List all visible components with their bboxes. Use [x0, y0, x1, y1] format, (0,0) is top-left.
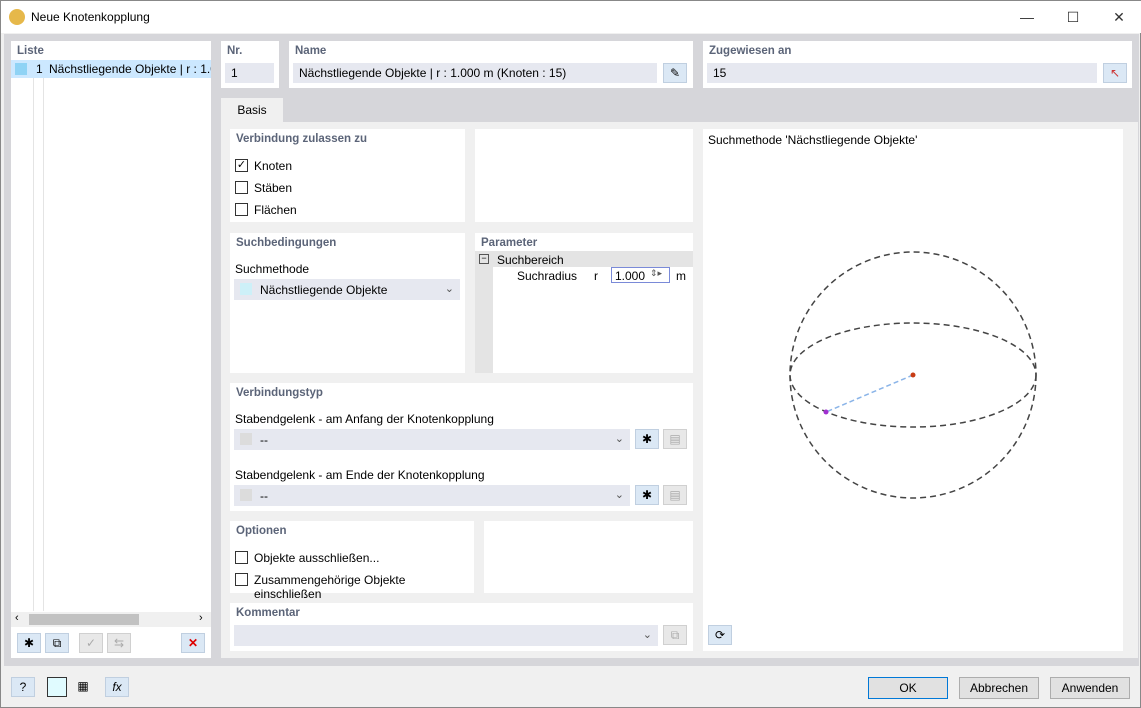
- checkbox-include-related[interactable]: [235, 573, 248, 586]
- assigned-field[interactable]: 15: [707, 63, 1097, 83]
- label-knoten: Knoten: [254, 159, 293, 173]
- list-title: Liste: [17, 45, 44, 57]
- view-options-icon[interactable]: ⟳: [708, 625, 732, 645]
- options-panel: Optionen Objekte ausschließen... Zusamme…: [230, 521, 474, 601]
- list-item-nr: 1: [36, 62, 43, 76]
- ok-button[interactable]: OK: [868, 677, 948, 699]
- nearest-point: [823, 409, 829, 415]
- assigned-label: Zugewiesen an: [709, 45, 792, 57]
- parameter-panel: Parameter − Suchbereich Suchradius r 1.0…: [475, 233, 693, 373]
- window-title: Neue Knotenkopplung: [31, 10, 150, 24]
- label-flaechen: Flächen: [254, 203, 297, 217]
- center-point: [910, 372, 916, 378]
- search-panel: Suchbedingungen Suchmethode Nächstliegen…: [230, 233, 465, 373]
- end-hinge-value: --: [260, 489, 268, 503]
- chevron-down-icon: ⌄: [444, 283, 454, 295]
- sphere-diagram: [789, 251, 1037, 499]
- comment-title: Kommentar: [236, 607, 300, 619]
- uncheck-icon[interactable]: ⇆: [107, 633, 131, 653]
- edit-name-icon[interactable]: ✎: [663, 63, 687, 83]
- nr-label: Nr.: [227, 45, 243, 57]
- display-icon[interactable]: ▦: [77, 679, 89, 693]
- search-method-dropdown[interactable]: Nächstliegende Objekte ⌄: [234, 279, 460, 300]
- radius-value: 1.000: [615, 269, 646, 283]
- chevron-down-icon: ⌄: [614, 489, 624, 501]
- cancel-button[interactable]: Abbrechen: [959, 677, 1039, 699]
- connection-panel: Verbindung zulassen zu ✓ Knoten Stäben F…: [230, 129, 465, 222]
- connection-title: Verbindung zulassen zu: [236, 133, 367, 145]
- close-button[interactable]: ✕: [1113, 9, 1125, 25]
- new-item-icon[interactable]: ✱: [17, 633, 41, 653]
- list-item-label: Nächstliegende Objekte | r : 1.0: [49, 62, 211, 76]
- assigned-panel: Zugewiesen an 15 ↖: [703, 41, 1132, 88]
- maximize-button[interactable]: ☐: [1066, 9, 1080, 25]
- search-title: Suchbedingungen: [236, 237, 337, 249]
- edit-hinge-icon[interactable]: ▤: [663, 485, 687, 505]
- param-unit: m: [676, 269, 686, 283]
- param-symbol: r: [594, 269, 598, 283]
- nr-field[interactable]: 1: [225, 63, 274, 83]
- copy-item-icon[interactable]: ⧉: [45, 633, 69, 653]
- help-icon[interactable]: ?: [11, 677, 35, 697]
- checkbox-flaechen[interactable]: [235, 203, 248, 216]
- delete-icon[interactable]: ✕: [181, 633, 205, 653]
- spinner-icon[interactable]: ⇕▸: [650, 268, 663, 278]
- formula-icon[interactable]: fx: [105, 677, 129, 697]
- start-hinge-label: Stabendgelenk - am Anfang der Knotenkopp…: [235, 412, 494, 426]
- label-staeben: Stäben: [254, 181, 293, 195]
- preview-panel: Suchmethode 'Nächstliegende Objekte' ⟳: [703, 129, 1123, 651]
- options-title: Optionen: [236, 525, 287, 537]
- param-group: Suchbereich: [497, 253, 564, 267]
- connection-type-panel: Verbindungstyp Stabendgelenk - am Anfang…: [230, 383, 693, 511]
- empty-panel: [484, 521, 693, 593]
- new-hinge-icon[interactable]: ✱: [635, 429, 659, 449]
- title-bar: Neue Knotenkopplung — ☐ ✕: [1, 1, 1141, 33]
- nr-panel: Nr. 1: [221, 41, 279, 88]
- pick-nodes-icon[interactable]: ↖: [1103, 63, 1127, 83]
- radius-line: [825, 374, 914, 413]
- apply-button[interactable]: Anwenden: [1050, 677, 1130, 699]
- end-hinge-label: Stabendgelenk - am Ende der Knotenkopplu…: [235, 468, 485, 482]
- sphere-equator: [789, 322, 1037, 428]
- collapse-icon[interactable]: −: [479, 254, 489, 264]
- comment-library-icon[interactable]: ⧉: [663, 625, 687, 645]
- checkbox-knoten[interactable]: ✓: [235, 159, 248, 172]
- color-swatch: [15, 63, 27, 75]
- param-row-label: Suchradius: [517, 269, 578, 283]
- check-all-icon[interactable]: ✓: [79, 633, 103, 653]
- name-field[interactable]: Nächstliegende Objekte | r : 1.000 m (Kn…: [293, 63, 657, 83]
- empty-panel: [475, 129, 693, 222]
- label-exclude: Objekte ausschließen...: [254, 551, 380, 565]
- parameter-title: Parameter: [481, 237, 538, 249]
- comment-input[interactable]: ⌄: [234, 625, 658, 646]
- name-label: Name: [295, 45, 327, 57]
- radius-input[interactable]: 1.000 ⇕▸: [611, 267, 670, 283]
- comment-panel: Kommentar ⌄ ⧉: [230, 603, 693, 651]
- chevron-down-icon: ⌄: [614, 433, 624, 445]
- search-method-value: Nächstliegende Objekte: [260, 283, 388, 297]
- start-hinge-value: --: [260, 433, 268, 447]
- horizontal-scrollbar[interactable]: ‹ ›: [11, 612, 211, 627]
- list-item[interactable]: 1 Nächstliegende Objekte | r : 1.0: [11, 60, 211, 78]
- color-icon[interactable]: [47, 677, 67, 697]
- edit-hinge-icon[interactable]: ▤: [663, 429, 687, 449]
- checkbox-staeben[interactable]: [235, 181, 248, 194]
- search-method-label: Suchmethode: [235, 262, 310, 276]
- chevron-down-icon: ⌄: [642, 629, 652, 641]
- start-hinge-dropdown[interactable]: -- ⌄: [234, 429, 630, 450]
- minimize-button[interactable]: —: [1020, 9, 1034, 25]
- list-panel: Liste 1 Nächstliegende Objekte | r : 1.0…: [11, 41, 211, 658]
- checkbox-exclude[interactable]: [235, 551, 248, 564]
- label-include-related: Zusammengehörige Objekte einschließen: [254, 573, 406, 601]
- tab-basis[interactable]: Basis: [221, 98, 283, 123]
- app-icon: [9, 9, 25, 25]
- name-panel: Name Nächstliegende Objekte | r : 1.000 …: [289, 41, 693, 88]
- conn-type-title: Verbindungstyp: [236, 387, 323, 399]
- end-hinge-dropdown[interactable]: -- ⌄: [234, 485, 630, 506]
- preview-title: Suchmethode 'Nächstliegende Objekte': [708, 133, 918, 147]
- new-hinge-icon[interactable]: ✱: [635, 485, 659, 505]
